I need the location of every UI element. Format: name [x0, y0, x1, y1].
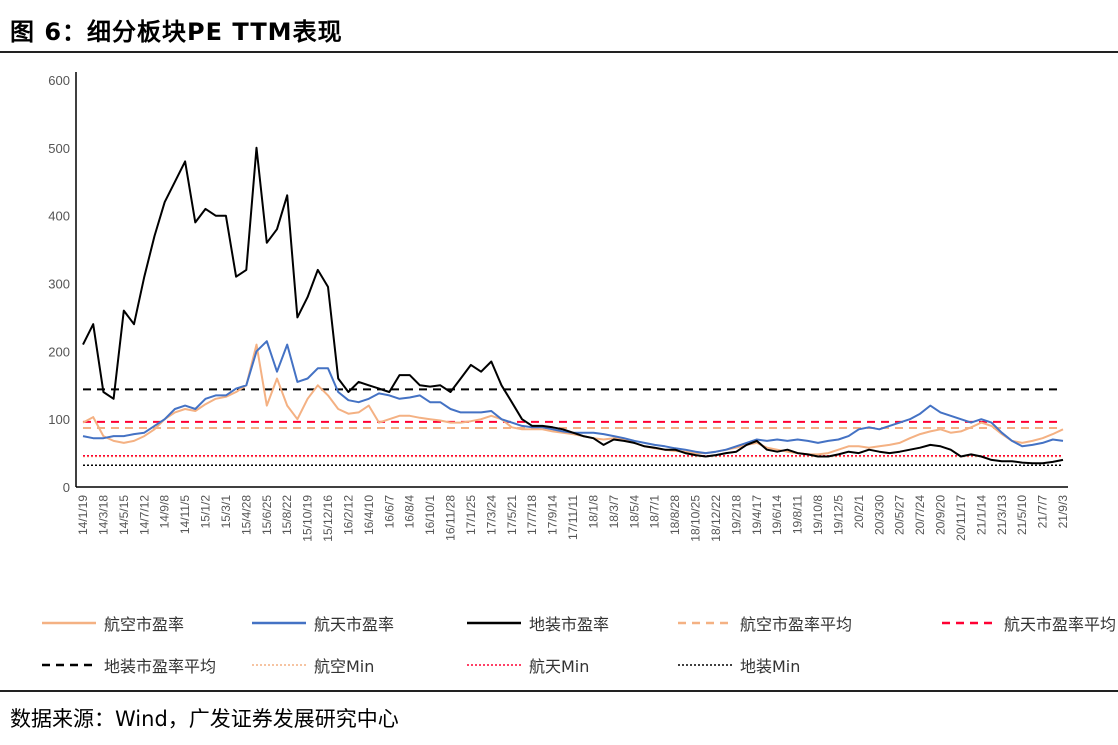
- legend-label: 地装市盈率: [529, 615, 610, 634]
- x-tick-label: 15/1/2: [199, 495, 213, 529]
- x-tick-label: 17/11/11: [566, 495, 580, 540]
- legend-label: 航空市盈率: [104, 615, 185, 634]
- x-tick-label: 21/5/10: [1015, 495, 1029, 535]
- x-tick-label: 14/1/19: [76, 495, 90, 535]
- x-tick-label: 18/10/25: [689, 495, 703, 542]
- x-tick-label: 19/6/14: [770, 495, 784, 535]
- x-tick-label: 20/11/17: [954, 495, 968, 541]
- x-tick-label: 14/9/8: [158, 495, 172, 529]
- x-tick-label: 17/1/25: [464, 495, 478, 535]
- x-tick-label: 16/10/1: [423, 495, 437, 535]
- legend-item: 航空Min: [250, 653, 374, 677]
- legend-swatch: [678, 664, 732, 666]
- y-tick-label: 400: [48, 209, 70, 224]
- bottom-rule: [0, 690, 1118, 692]
- legend-label: 航空市盈率平均: [740, 615, 853, 634]
- y-tick-label: 300: [48, 277, 70, 292]
- x-tick-label: 21/3/13: [995, 495, 1009, 535]
- y-tick-label: 500: [48, 141, 70, 156]
- legend-label: 航天市盈率: [314, 615, 395, 634]
- x-tick-label: 15/8/22: [280, 495, 294, 535]
- x-tick-label: 14/5/15: [117, 495, 131, 535]
- legend-swatch: [467, 664, 521, 666]
- legend-swatch: [942, 621, 996, 625]
- x-tick-label: 19/10/8: [811, 495, 825, 535]
- x-tick-label: 16/6/7: [382, 495, 396, 529]
- x-tick-label: 18/5/4: [627, 495, 641, 529]
- chart: 0 100 200 300 400 500 600 14/1/19 14/3/18 14/5/15…: [48, 72, 1070, 542]
- legend-item: 航天市盈率: [250, 611, 394, 635]
- legend-item: 地装Min: [676, 653, 800, 677]
- x-tick-label: 18/7/1: [648, 495, 662, 529]
- x-tick-label: 14/3/18: [96, 495, 110, 535]
- x-tick-label: 17/3/24: [484, 495, 498, 535]
- x-tick-label: 19/4/17: [750, 495, 764, 535]
- x-tick-label: 17/5/21: [505, 495, 519, 535]
- legend-item: 航天市盈率平均: [940, 611, 1116, 635]
- legend-label: 航天市盈率平均: [1004, 615, 1117, 634]
- legend-item: 地装市盈率: [465, 611, 609, 635]
- legend-label: 航天Min: [529, 657, 590, 676]
- legend-swatch: [678, 621, 732, 625]
- x-tick-label: 20/5/27: [893, 495, 907, 535]
- legend-item: 航天Min: [465, 653, 589, 677]
- legend-swatch: [252, 621, 306, 625]
- x-tick-label: 20/3/30: [872, 495, 886, 535]
- x-tick-label: 21/7/7: [1036, 495, 1050, 529]
- x-tick-label: 20/7/24: [913, 495, 927, 535]
- x-tick-label: 21/9/3: [1056, 495, 1070, 529]
- legend-swatch: [252, 664, 306, 666]
- x-tick-label: 19/8/11: [791, 495, 805, 534]
- x-tick-label: 21/1/14: [974, 495, 988, 535]
- x-tick-label: 19/12/5: [831, 495, 845, 535]
- y-tick-label: 0: [63, 480, 70, 495]
- x-tick-label: 20/2/1: [852, 495, 866, 529]
- x-tick-label: 18/12/22: [709, 495, 723, 542]
- x-tick-label: 18/3/7: [607, 495, 621, 529]
- x-tick-label: 16/8/4: [403, 495, 417, 529]
- x-tick-label: 16/4/10: [362, 495, 376, 535]
- legend-label: 地装市盈率平均: [104, 657, 217, 676]
- legend-swatch: [42, 621, 96, 625]
- y-tick-label: 100: [48, 412, 70, 427]
- x-tick-label: 15/4/28: [239, 495, 253, 535]
- legend-swatch: [467, 621, 521, 625]
- x-tick-label: 15/3/1: [219, 495, 233, 529]
- top-rule: [0, 51, 1118, 53]
- x-tick-label: 19/2/18: [729, 495, 743, 535]
- x-tick-label: 15/10/19: [301, 495, 315, 542]
- series-line: [82, 343, 1064, 456]
- x-tick-label: 15/6/25: [260, 495, 274, 535]
- x-tick-label: 18/8/28: [668, 495, 682, 535]
- series-line: [82, 146, 1064, 465]
- x-tick-label: 18/1/8: [586, 495, 600, 529]
- x-tick-label: 17/9/14: [546, 495, 560, 535]
- x-tick-label: 14/11/5: [178, 495, 192, 534]
- legend-item: 航空市盈率平均: [676, 611, 852, 635]
- y-tick-label: 600: [48, 73, 70, 88]
- legend-label: 地装Min: [740, 657, 801, 676]
- x-tick-label: 16/2/12: [341, 495, 355, 535]
- legend-label: 航空Min: [314, 657, 375, 676]
- x-tick-label: 20/9/20: [934, 495, 948, 535]
- source-note: 数据来源：Wind，广发证券发展研究中心: [10, 707, 399, 731]
- y-tick-label: 200: [48, 344, 70, 359]
- x-tick-label: 17/7/18: [525, 495, 539, 535]
- x-tick-label: 15/12/16: [321, 495, 335, 542]
- legend-item: 航空市盈率: [40, 611, 184, 635]
- legend-item: 地装市盈率平均: [40, 653, 216, 677]
- figure-title: 图 6：细分板块PE TTM表现: [10, 18, 343, 46]
- legend-swatch: [42, 663, 96, 667]
- x-tick-label: 14/7/12: [137, 495, 151, 535]
- x-tick-label: 16/11/28: [444, 495, 458, 541]
